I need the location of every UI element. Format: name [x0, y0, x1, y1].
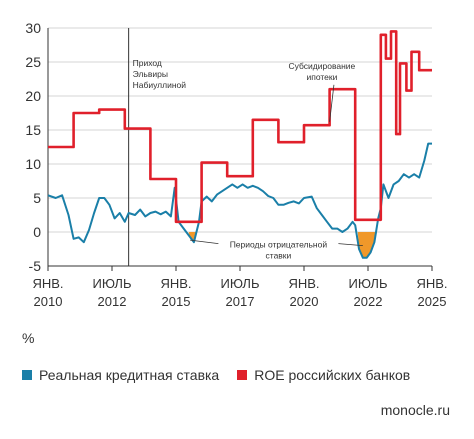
line-chart: -5051015202530ЯНВ.2010ИЮЛЬ2012ЯНВ.2015ИЮ…: [25, 20, 447, 309]
legend-swatch-roe: [237, 370, 248, 380]
y-tick-label-6: 25: [25, 54, 41, 70]
x-tick-label-6-line2: 2025: [418, 294, 447, 309]
x-tick-label-2-line1: ЯНВ.: [160, 276, 191, 291]
x-tick-label-1-line1: ИЮЛЬ: [93, 276, 132, 291]
y-tick-label-5: 20: [25, 88, 41, 104]
y-tick-label-7: 30: [25, 20, 41, 36]
x-tick-label-0-line1: ЯНВ.: [32, 276, 63, 291]
x-tick-label-0-line2: 2010: [34, 294, 63, 309]
annotation-1-line0: Периоды отрицательной: [230, 240, 328, 250]
annotation-1-pointer-2: [338, 243, 363, 246]
annotation-0-line0: Субсидирование: [289, 61, 356, 71]
x-tick-label-5-line2: 2022: [354, 294, 383, 309]
x-tick-label-1-line2: 2012: [98, 294, 127, 309]
marker-label-0-line1: Эльвиры: [133, 69, 168, 79]
x-tick-label-3-line2: 2017: [226, 294, 255, 309]
x-tick-label-4-line2: 2020: [290, 294, 319, 309]
negative-rate-fill-0: [188, 232, 197, 243]
legend-label-roe: ROE российских банков: [254, 367, 411, 383]
negative-rate-fill-1: [357, 232, 377, 258]
x-tick-label-3-line1: ИЮЛЬ: [221, 276, 260, 291]
legend-item-real-rate: Реальная кредитная ставка: [22, 367, 219, 383]
legend: Реальная кредитная ставка ROE российских…: [22, 367, 410, 383]
annotation-1-pointer: [190, 239, 219, 245]
marker-label-0-line2: Набиуллиной: [133, 80, 187, 90]
y-tick-label-1: 0: [33, 224, 41, 240]
x-tick-label-5-line1: ИЮЛЬ: [349, 276, 388, 291]
x-tick-label-4-line1: ЯНВ.: [288, 276, 319, 291]
x-tick-label-2-line2: 2015: [162, 294, 191, 309]
y-tick-label-4: 15: [25, 122, 41, 138]
unit-label: %: [22, 330, 35, 346]
legend-item-roe: ROE российских банков: [237, 367, 410, 383]
marker-label-0-line0: Приход: [133, 58, 162, 68]
series-line-real-rate: [47, 142, 432, 259]
annotation-1-line1: ставки: [266, 251, 292, 261]
source-label: monocle.ru: [380, 402, 450, 418]
annotation-0-line1: ипотеки: [306, 72, 337, 82]
legend-label-real-rate: Реальная кредитная ставка: [39, 367, 220, 383]
legend-swatch-real-rate: [22, 370, 32, 380]
annotation-0-pointer: [329, 84, 335, 122]
series-line-roe: [48, 30, 432, 224]
y-tick-label-3: 10: [25, 156, 41, 172]
y-tick-label-2: 5: [33, 190, 41, 206]
x-tick-label-6-line1: ЯНВ.: [416, 276, 447, 291]
y-tick-label-0: -5: [29, 258, 42, 274]
